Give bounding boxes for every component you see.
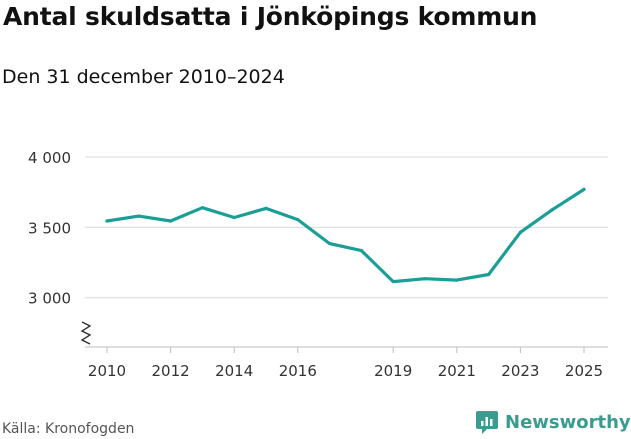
data-point [232,215,236,220]
data-point [137,214,141,218]
data-point [169,219,173,223]
chart-subtitle: Den 31 december 2010–2024 [2,66,285,88]
x-tick-label: 2025 [565,362,603,380]
data-point [200,206,204,210]
data-point [550,208,554,212]
x-tick-label: 2010 [88,362,126,380]
y-tick-label: 3 500 [28,219,71,237]
data-point [487,272,491,277]
data-point [328,241,332,246]
data-point [391,279,395,284]
data-point [359,248,363,253]
x-tick-label: 2019 [374,362,412,380]
axis-break-mark [80,321,92,345]
brand-name: Newsworthy [505,411,631,433]
x-tick-label: 2014 [215,362,253,380]
y-axis: 3 000 3 500 4 000 [28,149,71,308]
y-tick-label: 3 000 [28,290,71,308]
brand-logo[interactable]: Newsworthy [475,409,631,435]
data-point [455,278,459,282]
newsworthy-logo-icon [476,411,498,434]
data-series [105,187,586,284]
x-tick-label: 2016 [279,362,317,380]
x-tick-label: 2023 [501,362,539,380]
x-axis: 2010 2012 2014 2016 2019 2021 2023 2025 [85,346,608,380]
data-point [105,219,109,223]
grid-lines [85,156,608,299]
y-tick-label: 4 000 [28,149,71,167]
data-point [423,277,427,281]
data-point [582,187,586,191]
data-point [296,218,300,222]
chart-title: Antal skuldsatta i Jönköpings kommun [3,2,538,31]
axis-break-icon [80,321,92,345]
x-tick-label: 2012 [152,362,190,380]
line-chart: 3 000 3 500 4 000 2010 2012 2014 2016 2019 2021… [28,149,608,380]
data-point [264,206,268,210]
series-line-0 [105,187,586,284]
x-tick-label: 2021 [438,362,476,380]
source-note: Källa: Kronofogden [2,421,135,437]
data-point [518,230,523,234]
